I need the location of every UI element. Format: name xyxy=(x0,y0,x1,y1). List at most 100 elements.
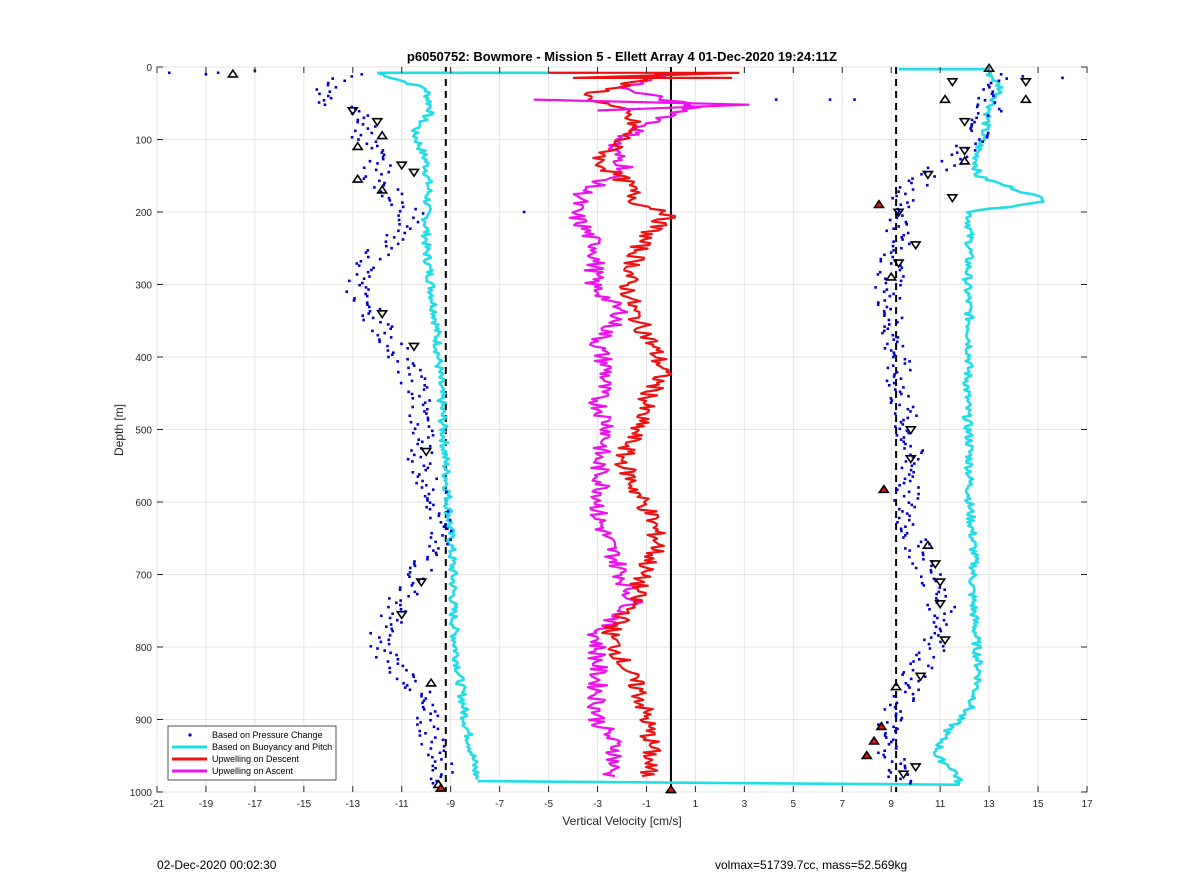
pressure-descent-point xyxy=(400,342,403,346)
pressure-descent-point xyxy=(382,153,386,156)
pressure-marker-triangle xyxy=(958,146,971,156)
pressure-ascent-point xyxy=(900,466,904,470)
pressure-descent-point xyxy=(334,86,338,89)
pressure-ascent-point xyxy=(929,636,933,639)
pressure-descent-point xyxy=(355,273,359,276)
pressure-descent-point xyxy=(406,357,409,361)
pressure-ascent-point xyxy=(896,727,899,731)
pressure-descent-point xyxy=(425,386,429,389)
x-tick-label: -1 xyxy=(642,799,651,810)
pressure-descent-point xyxy=(364,286,368,289)
pressure-descent-point xyxy=(383,649,386,652)
pressure-descent-point xyxy=(405,684,409,687)
pressure-descent-point xyxy=(428,501,432,504)
pressure-descent-point xyxy=(378,307,382,311)
pressure-descent-point xyxy=(350,136,354,139)
pressure-descent-point xyxy=(385,244,388,248)
pressure-descent-point xyxy=(387,253,390,257)
pressure-descent-point xyxy=(379,320,382,324)
pressure-descent-point xyxy=(426,418,430,422)
pressure-ascent-point xyxy=(897,210,901,213)
pressure-descent-point xyxy=(435,553,438,557)
pressure-ascent-point xyxy=(899,527,903,531)
pressure-descent-point xyxy=(408,688,412,692)
pressure-ascent-point xyxy=(894,714,898,718)
pressure-descent-point xyxy=(366,270,370,274)
pressure-descent-point xyxy=(424,697,428,700)
pressure-descent-point xyxy=(323,103,327,106)
y-tick-label: 800 xyxy=(135,643,152,654)
pressure-ascent-point xyxy=(904,534,907,537)
pressure-ascent-point xyxy=(905,429,909,433)
pressure-descent-point xyxy=(378,257,382,261)
pressure-ascent-point xyxy=(899,283,902,287)
pressure-ascent-point xyxy=(908,549,911,552)
pressure-descent-point xyxy=(407,390,410,394)
pressure-descent-point xyxy=(386,349,390,352)
pressure-ascent-point xyxy=(913,462,916,465)
pressure-ascent-point xyxy=(930,564,933,568)
pressure-marker-triangle xyxy=(872,199,885,209)
axis-ticks: -21 -19 -17 -15 -13 -11 -9 -7 -5 -3 -1 1 3 5 7 9 11 13 15 1… xyxy=(130,63,1093,810)
x-tick-label: -11 xyxy=(395,799,409,810)
pressure-ascent-point xyxy=(889,771,893,774)
pressure-ascent-point xyxy=(882,310,886,313)
pressure-ascent-point xyxy=(902,436,906,439)
pressure-descent-point xyxy=(412,562,416,565)
pressure-outlier-point xyxy=(1061,76,1064,80)
pressure-ascent-point xyxy=(975,116,978,120)
pressure-outlier-point xyxy=(853,98,856,101)
pressure-descent-point xyxy=(437,547,440,550)
pressure-descent-point xyxy=(436,727,440,731)
pressure-ascent-point xyxy=(874,286,877,289)
pressure-ascent-point xyxy=(918,658,921,661)
pressure-ascent-point xyxy=(937,590,941,594)
pressure-descent-point xyxy=(427,425,431,428)
pressure-descent-point xyxy=(401,201,404,204)
pressure-ascent-point xyxy=(939,629,943,633)
pressure-descent-point xyxy=(343,79,346,83)
pressure-descent-point xyxy=(411,405,414,409)
pressure-ascent-point xyxy=(883,347,887,350)
pressure-descent-point xyxy=(386,660,390,663)
pressure-descent-point xyxy=(386,323,390,326)
pressure-ascent-point xyxy=(940,159,944,163)
pressure-descent-point xyxy=(398,210,402,213)
pressure-ascent-point xyxy=(895,194,898,198)
pressure-ascent-point xyxy=(892,725,895,729)
pressure-descent-point xyxy=(420,742,423,746)
pressure-descent-point xyxy=(361,281,364,285)
pressure-descent-point xyxy=(417,438,420,441)
pressure-ascent-point xyxy=(901,423,905,426)
pressure-ascent-point xyxy=(922,584,926,587)
pressure-ascent-point xyxy=(883,314,886,317)
pressure-descent-point xyxy=(444,523,447,526)
pressure-ascent-point xyxy=(953,605,956,609)
pressure-descent-point xyxy=(422,708,426,711)
pressure-marker-triangle xyxy=(425,677,438,687)
pressure-descent-point xyxy=(413,564,417,568)
buoyancy-bottom-connector xyxy=(477,779,960,787)
pressure-ascent-point xyxy=(887,384,891,387)
pressure-descent-point xyxy=(380,194,384,198)
pressure-ascent-point xyxy=(895,745,898,748)
pressure-marker-triangle xyxy=(351,141,364,151)
x-tick-label: -7 xyxy=(495,799,504,810)
pressure-ascent-point xyxy=(904,192,907,196)
pressure-descent-point xyxy=(398,586,402,589)
pressure-ascent-point xyxy=(911,562,914,565)
pressure-descent-point xyxy=(395,677,399,681)
pressure-ascent-point xyxy=(912,697,915,700)
pressure-descent-point xyxy=(380,614,383,618)
pressure-ascent-point xyxy=(879,257,883,261)
x-tick-label: -17 xyxy=(248,799,263,810)
pressure-descent-point xyxy=(353,297,356,300)
pressure-marker-triangle xyxy=(407,342,420,352)
pressure-ascent-point xyxy=(883,749,886,752)
pressure-descent-point xyxy=(449,538,452,541)
x-tick-label: 1 xyxy=(693,799,699,810)
pressure-descent-point xyxy=(416,220,420,224)
pressure-descent-point xyxy=(370,146,374,150)
pressure-ascent-point xyxy=(942,649,946,652)
pressure-descent-point xyxy=(432,503,435,507)
